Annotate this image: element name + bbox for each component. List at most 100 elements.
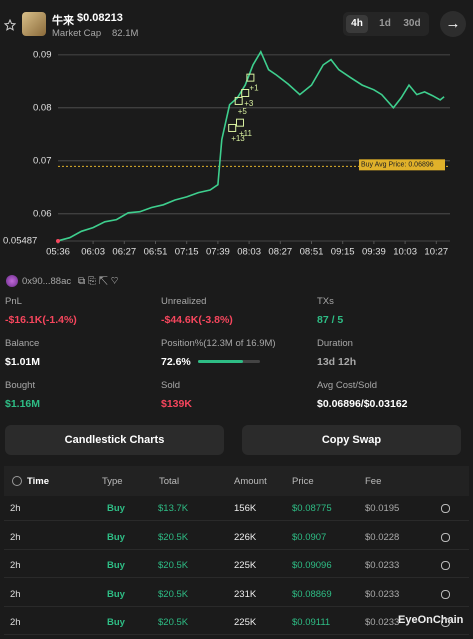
row-link-icon[interactable] (441, 561, 450, 570)
cell: 2h (10, 531, 21, 543)
wallet-icon (6, 275, 18, 287)
stat-value: $1.16M (5, 398, 41, 410)
cell: $0.0195 (365, 503, 400, 514)
market-cap-label: Market Cap (52, 28, 102, 39)
column-header[interactable]: Price (292, 476, 314, 487)
market-cap: 82.1M (112, 28, 139, 39)
stat-label: Bought (5, 380, 36, 391)
cell: $20.5K (158, 531, 189, 543)
x-tick-label: 08:27 (268, 247, 292, 258)
settings-icon[interactable] (12, 476, 22, 486)
cell: $13.7K (158, 503, 189, 514)
cell: $0.0907 (292, 531, 327, 543)
cell: 2h (10, 503, 21, 514)
timeframe-tab[interactable]: 4h (346, 15, 368, 33)
trade-marker-label: +13 (231, 134, 245, 143)
stat-label: Position%(12.3M of 16.9M) (161, 338, 276, 349)
row-divider (4, 520, 469, 521)
price-chart: 0.05487 0.06 0.07 0.08 0.09 05:36 06:03 06:27 06… (3, 49, 450, 258)
cell: Buy (107, 617, 125, 628)
cell: 226K (234, 531, 257, 543)
stat-label: Unrealized (161, 296, 207, 307)
x-tick-label: 08:51 (300, 247, 324, 258)
avg-price-badge (359, 159, 445, 171)
cell: 2h (10, 560, 21, 571)
table-header-bg (4, 466, 469, 496)
cell: $0.0228 (365, 531, 400, 543)
trade-marker (234, 96, 243, 105)
cell: 156K (234, 503, 257, 514)
stat-value: 13d 12h (317, 356, 357, 368)
cell: $20.5K (158, 588, 189, 600)
star-icon[interactable] (4, 19, 16, 31)
price-line (57, 49, 445, 242)
cell: $0.0233 (365, 560, 400, 571)
next-button[interactable]: → (440, 11, 466, 37)
row-link-icon[interactable] (441, 532, 450, 542)
cell: $20.5K (158, 617, 189, 628)
x-tick-label: 10:27 (424, 247, 448, 258)
position-bar (198, 360, 243, 363)
stat-value: -$44.6K(-3.8%) (161, 314, 233, 326)
row-divider (4, 548, 469, 550)
cell: 225K (234, 560, 257, 571)
stat-value: 72.6% (161, 356, 191, 368)
x-tick-label: 05:36 (46, 247, 70, 258)
x-tick-label: 09:15 (331, 247, 355, 258)
trade-marker-label: +11 (239, 129, 253, 138)
column-header[interactable]: Type (102, 476, 123, 487)
x-tick-label: 06:51 (144, 247, 168, 258)
cell: $0.08775 (292, 503, 332, 514)
stat-label: Duration (317, 338, 353, 349)
x-tick-label: 06:03 (81, 247, 105, 258)
stat-value: $0.06896/$0.03162 (317, 398, 408, 410)
trade-marker-label: +5 (238, 107, 248, 116)
stat-label: PnL (5, 296, 22, 307)
token-name: 牛来 (52, 15, 74, 27)
stat-value: 87 / 5 (317, 314, 344, 326)
column-header[interactable]: Time (27, 476, 50, 487)
y-tick-label: 0.08 (33, 102, 52, 113)
x-tick-label: 08:03 (237, 247, 261, 258)
x-tick-label: 07:39 (206, 247, 230, 258)
token-avatar (22, 12, 46, 36)
x-tick-label: 07:15 (175, 247, 199, 258)
timeframe-tab[interactable]: 1d (379, 18, 391, 29)
cell: 2h (10, 588, 21, 600)
column-header[interactable]: Amount (234, 476, 267, 487)
cell: Buy (107, 560, 125, 571)
token-price: $0.08213 (77, 12, 123, 24)
row-divider (4, 634, 469, 635)
column-header[interactable]: Total (159, 476, 180, 487)
action-button[interactable]: Copy Swap (242, 425, 461, 455)
row-link-icon[interactable] (441, 589, 450, 599)
cell: $0.09111 (292, 617, 331, 628)
cell: Buy (107, 588, 125, 600)
cell: Buy (107, 503, 125, 514)
stat-label: Sold (161, 380, 181, 391)
cell: 225K (234, 617, 257, 628)
cell: $0.09096 (292, 560, 332, 571)
column-header[interactable]: Fee (365, 476, 382, 487)
y-tick-label: 0.05487 (3, 236, 37, 247)
wallet-actions[interactable]: ⧉ ⎘ ⇱ ♡ (78, 276, 119, 287)
cell: $0.08869 (292, 588, 332, 600)
row-divider (4, 577, 469, 578)
row-link-icon[interactable] (441, 618, 450, 627)
cell: Buy (107, 531, 125, 543)
watermark: EyeOnChain (398, 614, 464, 626)
trade-marker-label: +3 (244, 99, 254, 108)
row-link-icon[interactable] (441, 504, 450, 513)
stat-value: -$16.1K(-1.4%) (5, 314, 77, 326)
start-dot (56, 239, 60, 243)
stat-label: TXs (317, 296, 334, 307)
x-tick-label: 09:39 (362, 247, 386, 258)
action-button[interactable]: Candlestick Charts (5, 425, 224, 455)
timeframe-tab[interactable]: 30d (403, 18, 421, 29)
y-tick-label: 0.09 (33, 49, 52, 60)
trade-marker (236, 118, 244, 127)
x-tick-label: 10:03 (393, 247, 417, 258)
stat-value: $139K (161, 398, 192, 410)
wallet-address[interactable]: 0x90...88ac (22, 276, 72, 287)
